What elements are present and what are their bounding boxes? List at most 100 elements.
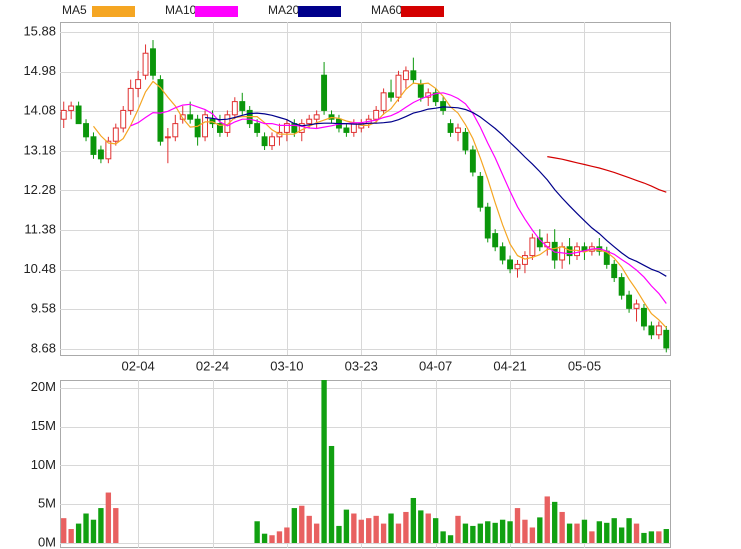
- volume-bar: [633, 523, 640, 543]
- candle-body: [514, 263, 521, 270]
- legend-label: MA60: [371, 3, 403, 17]
- y-tick-label: 10M: [31, 457, 56, 472]
- candle-body: [618, 277, 625, 296]
- y-tick-label: 8.68: [31, 340, 56, 355]
- candle-body: [417, 83, 424, 98]
- candle-body: [388, 92, 394, 98]
- legend-label: MA5: [62, 3, 87, 17]
- candle-body: [231, 101, 238, 116]
- ma-line: [547, 156, 667, 193]
- candle-body: [172, 123, 179, 138]
- candle-body: [157, 79, 164, 142]
- candle-body: [432, 92, 439, 103]
- legend-swatch: [298, 6, 341, 17]
- volume-bar: [418, 510, 424, 543]
- candle-body: [90, 136, 97, 155]
- volume-bar: [522, 519, 528, 543]
- volume-bar: [656, 531, 662, 543]
- volume-bar: [455, 515, 461, 543]
- volume-bar: [343, 509, 350, 543]
- candle-body: [440, 101, 447, 111]
- volume-bar: [618, 527, 625, 543]
- candle-body: [239, 101, 246, 111]
- candle-body: [611, 263, 618, 279]
- candle-body: [462, 131, 469, 151]
- candle-body: [216, 123, 223, 133]
- volume-bar: [321, 380, 327, 543]
- volume-bar: [113, 508, 119, 543]
- volume-bar: [507, 521, 513, 543]
- volume-bar: [514, 508, 521, 543]
- volume-bar: [336, 525, 342, 543]
- y-tick-label: 10.48: [23, 261, 56, 276]
- x-tick-label: 04-21: [493, 358, 526, 373]
- candle-body: [499, 246, 506, 261]
- candle-body: [447, 123, 454, 133]
- candle-body: [254, 123, 261, 133]
- x-tick-label: 03-23: [345, 358, 378, 373]
- legend-swatch: [401, 6, 444, 17]
- volume-bar: [485, 521, 491, 543]
- volume-bar: [395, 523, 402, 543]
- candle-body: [313, 114, 320, 120]
- y-tick-label: 14.98: [23, 63, 56, 78]
- volume-bar: [105, 492, 112, 543]
- volume-bar: [425, 513, 431, 543]
- candle-body: [83, 123, 89, 138]
- volume-bar: [559, 511, 565, 543]
- candle-body: [97, 149, 104, 160]
- volume-bar: [574, 523, 580, 543]
- volume-bar: [90, 519, 97, 543]
- candle-body: [402, 70, 409, 81]
- volume-bar: [284, 527, 290, 543]
- candle-body: [380, 92, 387, 111]
- volume-bar: [269, 535, 275, 543]
- x-tick-label: 05-05: [568, 358, 601, 373]
- volume-bar: [462, 523, 469, 543]
- candle-body: [343, 127, 350, 133]
- volume-bar: [410, 497, 417, 543]
- volume-bar: [261, 533, 268, 543]
- candle-body: [321, 74, 328, 111]
- volume-bar: [589, 531, 595, 543]
- candle-body: [269, 136, 275, 147]
- volume-bar: [68, 529, 74, 543]
- y-tick-label: 12.28: [23, 182, 56, 197]
- candle-body: [68, 105, 75, 111]
- volume-bar: [604, 522, 610, 543]
- volume-bar: [276, 531, 283, 543]
- volume-bar: [98, 508, 104, 543]
- candle-body: [455, 127, 461, 133]
- candle-body: [641, 307, 647, 327]
- candle-body: [350, 123, 357, 133]
- volume-bar: [529, 527, 536, 543]
- x-tick-label: 03-10: [270, 358, 303, 373]
- legend-swatch: [195, 6, 238, 17]
- volume-bar: [351, 513, 357, 543]
- candle-body: [410, 70, 417, 81]
- volume-bar: [328, 445, 335, 543]
- volume-bar: [537, 517, 543, 543]
- candle-body: [187, 114, 194, 120]
- y-tick-label: 5M: [38, 496, 56, 511]
- price-frame: [60, 22, 671, 356]
- volume-bar: [626, 518, 632, 543]
- candle-body: [164, 136, 171, 139]
- volume-bar: [544, 496, 550, 543]
- candle-body: [224, 114, 231, 133]
- candle-body: [633, 303, 640, 309]
- volume-bar: [641, 532, 647, 543]
- y-tick-label: 15.88: [23, 24, 56, 39]
- candle-body: [150, 48, 156, 76]
- candle-body: [521, 255, 528, 265]
- candle-body: [477, 175, 484, 208]
- legend-swatch: [92, 6, 135, 17]
- volume-bar: [440, 531, 446, 543]
- candle-body: [626, 294, 633, 309]
- candle-body: [551, 241, 558, 261]
- y-tick-label: 9.58: [31, 301, 56, 316]
- volume-bar: [492, 522, 498, 543]
- volume-bar: [291, 508, 298, 543]
- candle-body: [663, 329, 670, 349]
